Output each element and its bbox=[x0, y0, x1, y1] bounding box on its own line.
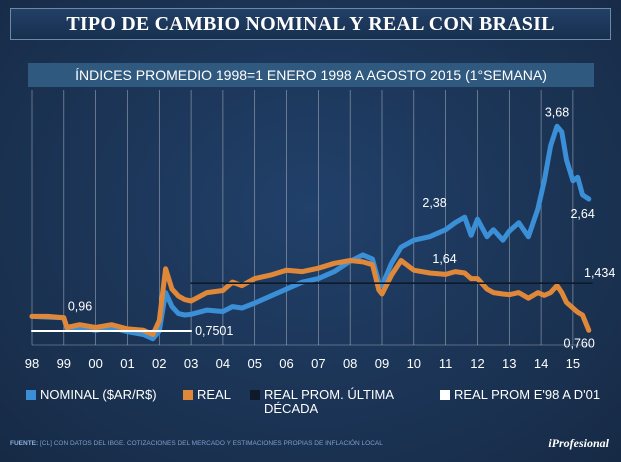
legend-swatch-real bbox=[183, 390, 193, 400]
series-line-nominal bbox=[29, 123, 592, 342]
x-tick-label: 00 bbox=[88, 356, 102, 371]
data-label: 1,434 bbox=[584, 266, 615, 280]
data-label: 0,7501 bbox=[195, 324, 233, 338]
data-label: 0,96 bbox=[68, 299, 92, 313]
footer-label: FUENTE: bbox=[10, 440, 39, 447]
x-tick-label: 99 bbox=[57, 356, 71, 371]
annotations: 0,96 0,7501 1,434 2,38 3,68 2,64 1,64 0,760 bbox=[68, 105, 616, 350]
legend-label-real-prom-decada: REAL PROM. ÚLTIMA DÉCADA bbox=[264, 387, 394, 416]
chart-subtitle: ÍNDICES PROMEDIO 1998=1 ENERO 1998 A AGO… bbox=[28, 63, 594, 87]
legend-label-real-prom-98-01: REAL PROM E'98 A D'01 bbox=[454, 387, 601, 402]
x-tick-label: 04 bbox=[216, 356, 230, 371]
legend-label-real: REAL bbox=[197, 387, 231, 402]
data-label: 2,38 bbox=[422, 196, 446, 210]
footer-text: [CL] CON DATOS DEL IBGE. COTIZACIONES DE… bbox=[39, 440, 383, 447]
x-tick-label: 14 bbox=[534, 356, 548, 371]
x-tick-label: 11 bbox=[439, 356, 453, 371]
x-tick-label: 13 bbox=[502, 356, 516, 371]
legend-swatch-nominal bbox=[26, 390, 36, 400]
brand-logo: iProfesional bbox=[548, 436, 609, 450]
x-tick-label: 05 bbox=[247, 356, 261, 371]
line-chart: 98 99 00 01 02 03 04 05 06 07 08 09 10 11 12 13 14 15 0,9… bbox=[25, 90, 616, 371]
x-tick-label: 10 bbox=[407, 356, 421, 371]
x-tick-label: 09 bbox=[375, 356, 389, 371]
x-tick-label: 98 bbox=[25, 356, 39, 371]
x-tick-label: 01 bbox=[120, 356, 134, 371]
data-label: 2,64 bbox=[570, 207, 594, 221]
x-tick-label: 15 bbox=[566, 356, 580, 371]
legend-swatch-real-prom-decada bbox=[250, 390, 260, 400]
footer-source: FUENTE: [CL] CON DATOS DEL IBGE. COTIZAC… bbox=[10, 440, 383, 447]
data-label: 1,64 bbox=[432, 252, 456, 266]
series-line-real bbox=[29, 258, 592, 337]
data-label: 3,68 bbox=[545, 105, 569, 119]
series-lines bbox=[29, 123, 593, 342]
chart-title: TIPO DE CAMBIO NOMINAL Y REAL CON BRASIL bbox=[10, 8, 611, 40]
x-tick-label: 02 bbox=[152, 356, 166, 371]
x-tick-label: 08 bbox=[343, 356, 357, 371]
x-tick-label: 03 bbox=[184, 356, 198, 371]
x-tick-label: 07 bbox=[311, 356, 325, 371]
x-axis-ticks: 98 99 00 01 02 03 04 05 06 07 08 09 10 11 12 13 14 15 bbox=[25, 356, 580, 371]
legend: NOMINAL ($AR/R$) REAL REAL PROM. ÚLTIMA … bbox=[0, 386, 621, 426]
x-tick-label: 12 bbox=[470, 356, 484, 371]
legend-swatch-real-prom-98-01 bbox=[440, 390, 450, 400]
grid-lines bbox=[31, 90, 592, 346]
x-tick-label: 06 bbox=[279, 356, 293, 371]
legend-label-nominal: NOMINAL ($AR/R$) bbox=[40, 387, 157, 402]
data-label: 0,760 bbox=[564, 336, 595, 350]
